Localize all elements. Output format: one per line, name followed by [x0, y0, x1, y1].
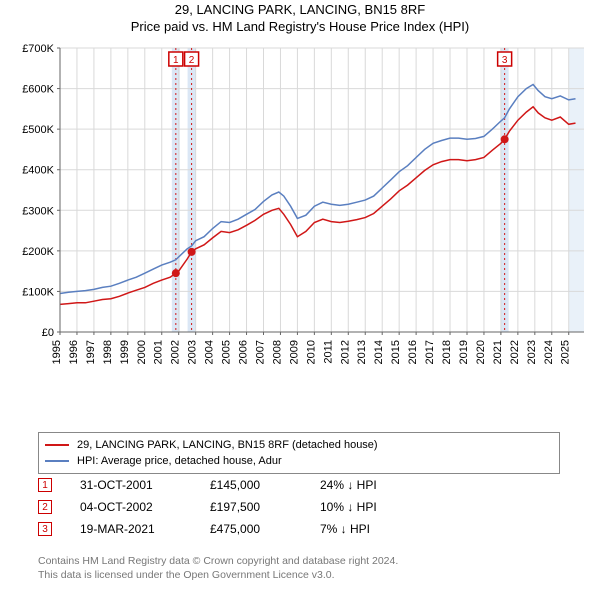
svg-text:2013: 2013 — [356, 340, 368, 364]
legend: 29, LANCING PARK, LANCING, BN15 8RF (det… — [38, 432, 560, 474]
event-row: 3 19-MAR-2021£475,0007% ↓ HPI — [38, 518, 560, 540]
event-date: 04-OCT-2002 — [80, 500, 210, 514]
svg-text:2014: 2014 — [373, 340, 385, 364]
svg-text:£200K: £200K — [22, 246, 54, 258]
svg-text:2003: 2003 — [187, 340, 199, 364]
svg-text:2005: 2005 — [221, 340, 233, 364]
svg-text:2018: 2018 — [441, 340, 453, 364]
svg-text:£500K: £500K — [22, 124, 54, 136]
svg-text:2024: 2024 — [543, 340, 555, 364]
svg-text:2017: 2017 — [424, 340, 436, 364]
svg-text:2023: 2023 — [526, 340, 538, 364]
event-marker: 1 — [38, 478, 52, 492]
legend-swatch — [45, 444, 69, 446]
svg-text:2019: 2019 — [458, 340, 470, 364]
event-row: 1 31-OCT-2001£145,00024% ↓ HPI — [38, 474, 560, 496]
svg-text:1995: 1995 — [51, 340, 63, 364]
event-price: £197,500 — [210, 500, 320, 514]
event-diff: 24% ↓ HPI — [320, 478, 440, 492]
svg-text:2: 2 — [189, 55, 195, 66]
svg-text:£400K: £400K — [22, 165, 54, 177]
svg-text:1996: 1996 — [68, 340, 80, 364]
svg-text:£600K: £600K — [22, 84, 54, 96]
svg-text:2021: 2021 — [492, 340, 504, 364]
svg-text:1998: 1998 — [102, 340, 114, 364]
svg-text:2012: 2012 — [339, 340, 351, 364]
event-diff: 7% ↓ HPI — [320, 522, 440, 536]
event-diff: 10% ↓ HPI — [320, 500, 440, 514]
event-table: 1 31-OCT-2001£145,00024% ↓ HPI 2 04-OCT-200… — [38, 474, 560, 540]
svg-text:2016: 2016 — [407, 340, 419, 364]
svg-text:2015: 2015 — [390, 340, 402, 364]
svg-text:2009: 2009 — [288, 340, 300, 364]
event-date: 31-OCT-2001 — [80, 478, 210, 492]
svg-text:2006: 2006 — [238, 340, 250, 364]
page-subtitle: Price paid vs. HM Land Registry's House … — [0, 17, 600, 38]
svg-text:2008: 2008 — [271, 340, 283, 364]
svg-text:2020: 2020 — [475, 340, 487, 364]
footer-attribution: Contains HM Land Registry data © Crown c… — [38, 554, 568, 582]
svg-text:2007: 2007 — [254, 340, 266, 364]
footer-line: This data is licensed under the Open Gov… — [38, 568, 568, 582]
svg-text:2000: 2000 — [136, 340, 148, 364]
svg-text:2010: 2010 — [305, 340, 317, 364]
svg-text:£700K: £700K — [22, 43, 54, 55]
svg-text:2002: 2002 — [170, 340, 182, 364]
svg-text:3: 3 — [502, 55, 508, 66]
page-title: 29, LANCING PARK, LANCING, BN15 8RF — [0, 0, 600, 17]
footer-line: Contains HM Land Registry data © Crown c… — [38, 554, 568, 568]
legend-item: HPI: Average price, detached house, Adur — [45, 453, 553, 469]
event-price: £145,000 — [210, 478, 320, 492]
svg-text:1997: 1997 — [85, 340, 97, 364]
event-price: £475,000 — [210, 522, 320, 536]
svg-text:£0: £0 — [42, 327, 54, 339]
event-date: 19-MAR-2021 — [80, 522, 210, 536]
svg-text:2025: 2025 — [560, 340, 572, 364]
event-row: 2 04-OCT-2002£197,50010% ↓ HPI — [38, 496, 560, 518]
event-marker: 3 — [38, 522, 52, 536]
legend-label: HPI: Average price, detached house, Adur — [77, 455, 282, 467]
svg-text:2022: 2022 — [509, 340, 521, 364]
svg-text:1999: 1999 — [119, 340, 131, 364]
svg-text:2011: 2011 — [322, 340, 334, 364]
svg-text:2004: 2004 — [204, 340, 216, 364]
price-chart: 12 3 £0 £100K £200K £300K £400K £500K £600K £700K… — [10, 42, 590, 392]
svg-text:£100K: £100K — [22, 286, 54, 298]
svg-text:1: 1 — [173, 55, 179, 66]
event-marker: 2 — [38, 500, 52, 514]
legend-label: 29, LANCING PARK, LANCING, BN15 8RF (det… — [77, 439, 378, 451]
legend-item: 29, LANCING PARK, LANCING, BN15 8RF (det… — [45, 437, 553, 453]
svg-text:2001: 2001 — [153, 340, 165, 364]
svg-text:£300K: £300K — [22, 205, 54, 217]
legend-swatch — [45, 460, 69, 462]
